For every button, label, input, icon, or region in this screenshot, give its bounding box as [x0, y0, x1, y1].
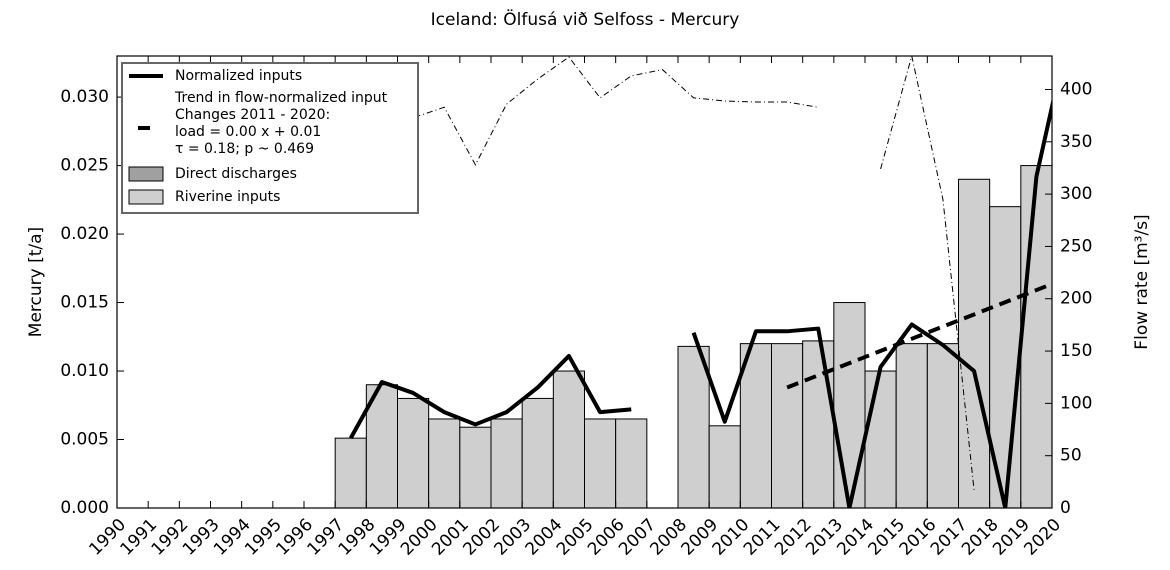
bar: [677, 345, 710, 508]
y2-tick-label: 350: [1060, 132, 1092, 152]
bar: [334, 437, 367, 508]
y2-tick-label: 400: [1060, 79, 1092, 99]
legend-box: [121, 62, 419, 214]
bar: [926, 343, 959, 508]
legend-swatch: [128, 189, 164, 205]
bar: [708, 425, 741, 508]
bar: [490, 418, 523, 508]
plot-area: [334, 56, 1052, 508]
bar: [864, 370, 897, 508]
y2-tick-label: 50: [1060, 446, 1082, 466]
y-axis-label: Mercury [t/a]: [26, 227, 46, 337]
y2-tick-label: 250: [1060, 236, 1092, 256]
legend-label: Riverine inputs: [175, 189, 280, 205]
legend-label: Direct discharges: [175, 166, 297, 182]
bar: [771, 343, 804, 508]
y2-tick-label: 200: [1060, 289, 1092, 309]
chart-title: Iceland: Ölfusá við Selfoss - Mercury: [431, 8, 740, 30]
y-tick-label: 0.020: [60, 224, 109, 244]
y2-tick-label: 100: [1060, 393, 1092, 413]
bar: [397, 397, 430, 508]
y-tick-label: 0.030: [60, 87, 109, 107]
legend-label: Normalized inputs: [175, 68, 302, 84]
bar: [428, 418, 461, 508]
y2-tick-label: 150: [1060, 341, 1092, 361]
bar: [552, 370, 585, 508]
legend-label: Trend in flow-normalized input: [174, 90, 388, 106]
bar: [521, 397, 554, 508]
y-tick-label: 0.025: [60, 156, 109, 176]
y-tick-label: 0.005: [60, 430, 109, 450]
legend: Normalized inputs Trend in flow-normalize…: [121, 62, 419, 214]
bar: [802, 340, 835, 508]
bar: [739, 343, 772, 508]
bar: [1020, 165, 1052, 508]
bar: [895, 343, 928, 508]
y-tick-label: 0.015: [60, 293, 109, 313]
flow-line: [350, 56, 975, 491]
bar: [459, 426, 492, 508]
bar: [958, 178, 991, 508]
bar: [833, 302, 866, 508]
legend-swatch: [128, 166, 164, 182]
legend-note: load = 0.00 x + 0.01: [175, 124, 321, 140]
bar: [584, 418, 617, 508]
bar: [615, 418, 648, 508]
legend-note: Changes 2011 - 2020:: [175, 107, 330, 123]
trend-line: [786, 281, 1052, 390]
y-tick-label: 0.010: [60, 361, 109, 381]
series-line: [349, 97, 1052, 508]
bar: [365, 384, 399, 508]
y2-tick-label: 300: [1060, 184, 1092, 204]
legend-note: τ = 0.18; p ~ 0.469: [175, 141, 314, 157]
y-tick-label: 0.000: [60, 498, 109, 518]
y2-axis-label: Flow rate [m³/s]: [1132, 214, 1152, 349]
y2-tick-label: 0: [1060, 498, 1071, 518]
x-tick-label: 2020: [1020, 515, 1065, 560]
